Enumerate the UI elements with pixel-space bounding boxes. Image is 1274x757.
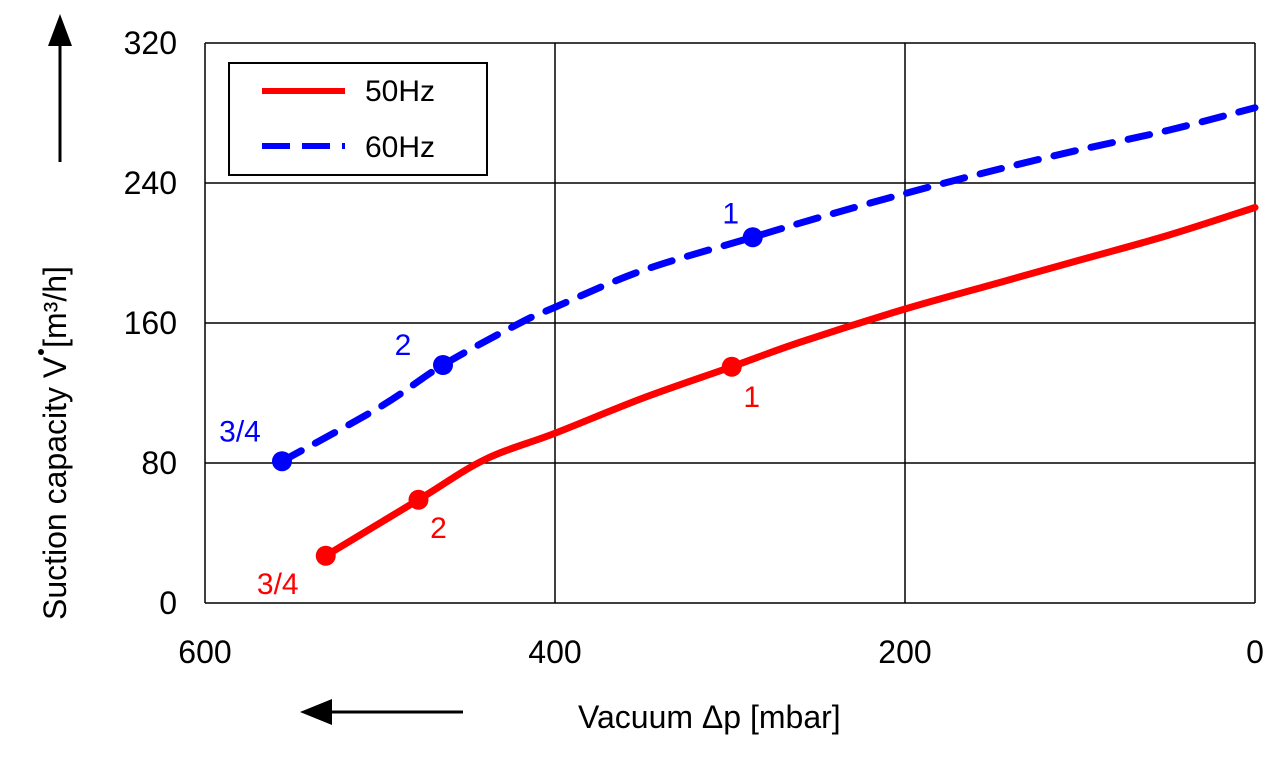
y-axis-arrow-icon: [48, 14, 72, 46]
y-tick-label: 80: [141, 445, 177, 481]
y-tick-label: 160: [124, 305, 177, 341]
data-label: 1: [722, 197, 739, 230]
data-point-marker: [315, 545, 336, 566]
x-tick-label: 200: [878, 634, 931, 670]
x-axis-label: Vacuum Δp [mbar]: [578, 699, 841, 735]
data-point-marker: [742, 227, 763, 248]
y-tick-label: 240: [124, 165, 177, 201]
data-point-marker: [272, 451, 292, 472]
data-labels: 3/4 2 1 3/4 2 1: [219, 197, 760, 601]
data-label: 1: [743, 381, 760, 414]
series-line-50hz: [322, 204, 1259, 560]
legend: 50Hz 60Hz: [228, 62, 488, 176]
legend-label-50hz: 50Hz: [365, 75, 435, 108]
series-lines: [272, 104, 1259, 566]
data-label: 3/4: [219, 415, 261, 448]
tick-labels: 600 400 200 0 0 80 160 240 320: [124, 25, 1264, 670]
data-label: 2: [395, 329, 412, 362]
data-label: 2: [430, 512, 447, 545]
y-axis-title: Suction capacity V [m³/h]: [37, 14, 73, 620]
grid: [204, 42, 1256, 604]
x-axis-title: Vacuum Δp [mbar]: [300, 699, 841, 735]
x-axis-arrow-icon: [300, 699, 332, 725]
y-tick-label: 320: [124, 25, 177, 61]
v-dot: [38, 349, 44, 355]
x-tick-label: 600: [178, 634, 231, 670]
data-point-marker: [408, 489, 429, 510]
legend-label-60hz: 60Hz: [365, 131, 435, 164]
y-axis-label: Suction capacity V [m³/h]: [37, 266, 73, 620]
legend-box: [228, 62, 488, 176]
y-tick-label: 0: [159, 585, 177, 621]
data-point-marker: [433, 355, 453, 375]
x-tick-label: 0: [1246, 634, 1264, 670]
x-tick-label: 400: [528, 634, 581, 670]
data-label: 3/4: [257, 568, 299, 601]
data-point-marker: [721, 356, 742, 377]
